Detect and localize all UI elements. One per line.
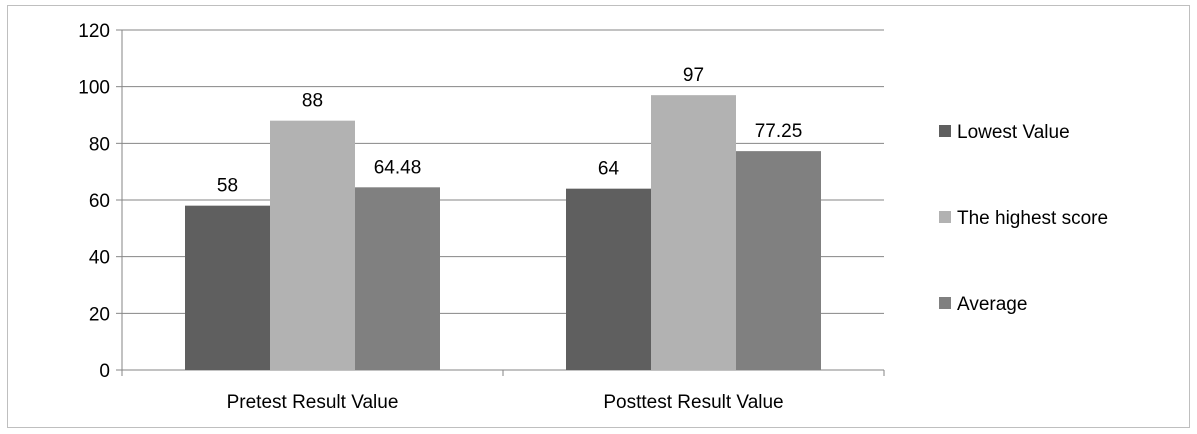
y-tick-label: 40: [89, 248, 110, 269]
data-label: 88: [302, 91, 323, 112]
legend-label: Lowest Value: [957, 122, 1070, 143]
y-tick-label: 20: [89, 304, 110, 325]
legend-label: The highest score: [957, 208, 1108, 229]
y-tick-label: 80: [89, 134, 110, 155]
bar: [736, 151, 821, 370]
y-tick-label: 60: [89, 191, 110, 212]
bar: [566, 188, 651, 370]
data-label: 58: [217, 176, 238, 197]
bar: [355, 187, 440, 370]
legend-label: Average: [957, 294, 1027, 315]
y-tick-label: 0: [99, 361, 110, 382]
data-label: 97: [683, 65, 704, 86]
legend-swatch: [939, 211, 951, 223]
legend-swatch: [939, 297, 951, 309]
bar: [270, 120, 355, 371]
x-tick-label: Posttest Result Value: [603, 392, 783, 413]
data-label: 64.48: [374, 157, 422, 178]
y-tick-label: 100: [78, 78, 110, 99]
legend-swatch: [939, 125, 951, 137]
data-label: 77.25: [755, 121, 803, 142]
y-tick-label: 120: [78, 21, 110, 42]
x-tick-label: Pretest Result Value: [227, 392, 399, 413]
data-label: 64: [598, 159, 620, 180]
bar: [185, 205, 270, 370]
bar: [651, 95, 736, 371]
